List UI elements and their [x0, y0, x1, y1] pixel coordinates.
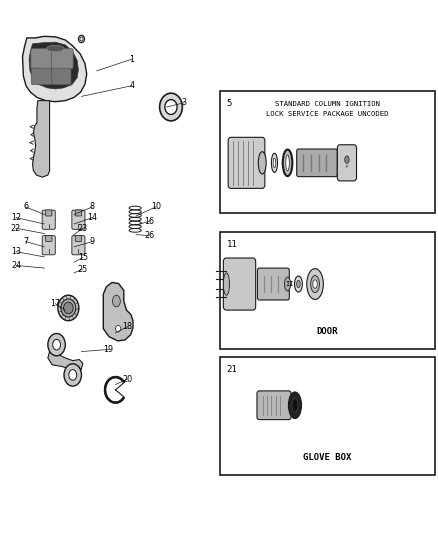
Ellipse shape — [78, 35, 85, 43]
FancyBboxPatch shape — [258, 268, 289, 300]
Text: 11: 11 — [226, 240, 237, 249]
FancyBboxPatch shape — [72, 236, 85, 255]
Text: 8: 8 — [90, 203, 95, 212]
Text: 10: 10 — [151, 203, 161, 212]
Ellipse shape — [46, 45, 64, 52]
Text: 7: 7 — [23, 237, 28, 246]
Bar — [220, 357, 435, 475]
Ellipse shape — [283, 150, 292, 176]
Text: 22: 22 — [11, 224, 21, 233]
Ellipse shape — [345, 156, 349, 164]
Text: 18: 18 — [122, 322, 132, 331]
Text: GLOVE BOX: GLOVE BOX — [303, 453, 352, 462]
Bar — [220, 232, 435, 349]
Ellipse shape — [80, 37, 83, 41]
Ellipse shape — [258, 152, 266, 174]
Text: 5: 5 — [226, 99, 232, 108]
PathPatch shape — [29, 42, 78, 89]
Text: 25: 25 — [78, 265, 88, 273]
Text: STANDARD COLUMN IGNITION: STANDARD COLUMN IGNITION — [275, 101, 380, 107]
Ellipse shape — [223, 273, 230, 295]
Bar — [220, 91, 435, 213]
Ellipse shape — [58, 295, 79, 321]
PathPatch shape — [32, 101, 49, 177]
FancyBboxPatch shape — [72, 210, 85, 229]
FancyBboxPatch shape — [51, 49, 73, 69]
FancyBboxPatch shape — [46, 210, 52, 216]
Text: 9: 9 — [90, 237, 95, 246]
Ellipse shape — [313, 280, 317, 288]
Ellipse shape — [53, 340, 60, 350]
Ellipse shape — [116, 326, 121, 332]
Ellipse shape — [64, 302, 73, 314]
Text: 23: 23 — [78, 224, 88, 233]
Ellipse shape — [64, 364, 81, 386]
Ellipse shape — [165, 100, 177, 115]
Ellipse shape — [69, 369, 77, 380]
Text: 1: 1 — [129, 55, 134, 63]
Ellipse shape — [288, 392, 301, 418]
Ellipse shape — [48, 334, 65, 356]
FancyBboxPatch shape — [52, 68, 71, 85]
FancyBboxPatch shape — [42, 236, 55, 255]
FancyBboxPatch shape — [75, 210, 81, 216]
Text: 16: 16 — [144, 217, 154, 226]
PathPatch shape — [103, 282, 133, 341]
Ellipse shape — [285, 277, 290, 291]
Text: 20: 20 — [122, 375, 132, 384]
Text: LOCK SERVICE PACKAGE UNCODED: LOCK SERVICE PACKAGE UNCODED — [266, 111, 389, 117]
Ellipse shape — [272, 154, 278, 172]
Ellipse shape — [159, 93, 182, 121]
Ellipse shape — [307, 269, 323, 300]
Text: 19: 19 — [103, 345, 113, 354]
FancyBboxPatch shape — [337, 145, 357, 181]
FancyBboxPatch shape — [257, 391, 291, 419]
PathPatch shape — [48, 346, 83, 370]
FancyBboxPatch shape — [46, 236, 52, 241]
Text: 3: 3 — [182, 98, 187, 107]
Text: II: II — [286, 281, 294, 287]
Text: 24: 24 — [11, 261, 21, 270]
PathPatch shape — [22, 36, 87, 102]
Text: DOOR: DOOR — [317, 327, 338, 336]
Text: 26: 26 — [144, 231, 154, 240]
Ellipse shape — [286, 155, 289, 171]
Text: 14: 14 — [88, 213, 97, 222]
Text: 15: 15 — [78, 253, 88, 262]
Ellipse shape — [61, 299, 76, 317]
FancyBboxPatch shape — [297, 149, 337, 176]
FancyBboxPatch shape — [75, 236, 81, 241]
Text: 13: 13 — [11, 247, 21, 256]
Ellipse shape — [113, 295, 120, 307]
Ellipse shape — [273, 158, 276, 167]
Text: 4: 4 — [129, 81, 134, 90]
Text: 17: 17 — [50, 299, 60, 308]
FancyBboxPatch shape — [31, 49, 53, 69]
Ellipse shape — [297, 280, 300, 288]
FancyBboxPatch shape — [223, 258, 256, 310]
FancyBboxPatch shape — [42, 210, 55, 229]
Ellipse shape — [294, 276, 302, 292]
Text: 21: 21 — [226, 365, 237, 374]
Text: 6: 6 — [23, 203, 28, 212]
Text: 12: 12 — [11, 213, 21, 222]
Ellipse shape — [311, 276, 319, 293]
FancyBboxPatch shape — [228, 138, 265, 188]
FancyBboxPatch shape — [31, 68, 52, 85]
Ellipse shape — [292, 398, 298, 412]
